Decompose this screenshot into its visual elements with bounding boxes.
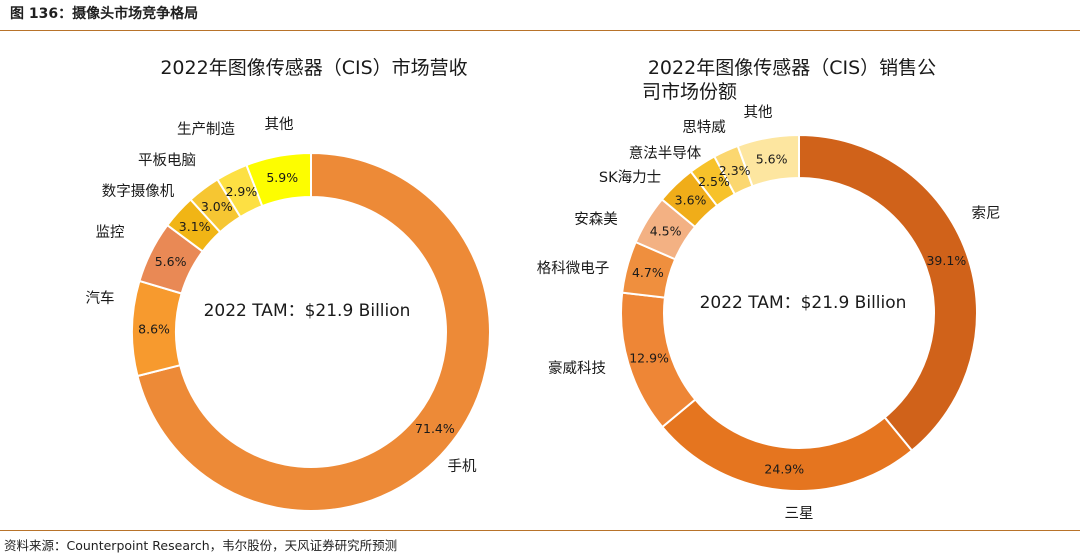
top-divider — [0, 30, 1080, 31]
slice-category-label: 豪威科技 — [548, 360, 606, 377]
slice-category-label: 思特威 — [682, 119, 726, 136]
slice-percent-label: 5.6% — [155, 254, 187, 269]
bottom-divider — [0, 530, 1080, 531]
slice-category-label: 生产制造 — [177, 121, 235, 138]
slice-category-label: 格科微电子 — [537, 260, 610, 277]
slice-percent-label: 24.9% — [764, 461, 804, 476]
slice-percent-label: 4.7% — [632, 265, 664, 280]
slice-category-label: 平板电脑 — [138, 151, 196, 169]
source-note: 资料来源：Counterpoint Research，韦尔股份，天风证券研究所预… — [4, 538, 398, 553]
donut-slice — [660, 398, 914, 492]
chart-title-vendor-share-line1: 2022年图像传感器（CIS）销售公 — [648, 57, 936, 79]
slice-percent-label: 2.3% — [719, 163, 751, 178]
donut-slice — [245, 151, 312, 208]
charts-canvas: 2022年图像传感器（CIS）市场营收 71.4% 手机 8.6% 汽车 5.6% 监控 3… — [86, 57, 1001, 522]
slice-percent-label: 2.5% — [698, 174, 730, 189]
figure-title: 图 136：摄像头市场竞争格局 — [10, 6, 199, 22]
slice-category-label: 安森美 — [574, 211, 618, 228]
slice-percent-label: 8.6% — [138, 321, 170, 336]
tam-center-text: 2022 TAM：$21.9 Billion — [204, 301, 411, 321]
slice-percent-label: 5.9% — [266, 170, 298, 185]
slice-category-label: SK海力士 — [599, 169, 661, 186]
donut-slice — [136, 151, 491, 512]
slice-percent-label: 12.9% — [629, 350, 669, 365]
slice-category-label: 其他 — [744, 104, 773, 121]
slice-percent-label: 5.6% — [756, 151, 788, 166]
slice-percent-label: 2.9% — [225, 184, 257, 199]
donut-chart-cis-revenue: 2022年图像传感器（CIS）市场营收 71.4% 手机 8.6% 汽车 5.6% 监控 3… — [86, 57, 491, 512]
slice-category-label: 手机 — [448, 458, 477, 475]
slice-category-label: 其他 — [265, 116, 294, 133]
slice-category-label: 监控 — [96, 224, 125, 241]
donut-chart-cis-vendor-share: 2022年图像传感器（CIS）销售公 司市场份额 39.1% 索尼 24.9% 三星 1… — [537, 57, 1001, 522]
donut-slice — [736, 133, 800, 188]
slice-percent-label: 39.1% — [926, 253, 966, 268]
slice-category-label: 数字摄像机 — [102, 183, 175, 200]
slice-category-label: 索尼 — [972, 205, 1001, 222]
slice-category-label: 意法半导体 — [629, 144, 702, 162]
slice-percent-label: 3.1% — [179, 219, 211, 234]
chart-title-cis-revenue: 2022年图像传感器（CIS）市场营收 — [160, 57, 467, 79]
chart-title-vendor-share-line2: 司市场份额 — [642, 81, 737, 103]
slice-percent-label: 71.4% — [415, 421, 455, 436]
donut-slice — [798, 133, 978, 452]
slice-category-label: 三星 — [785, 506, 814, 522]
slice-percent-label: 3.6% — [675, 193, 707, 208]
tam-center-text: 2022 TAM：$21.9 Billion — [700, 293, 907, 313]
slice-category-label: 汽车 — [86, 290, 115, 307]
slice-percent-label: 4.5% — [650, 224, 682, 239]
slice-percent-label: 3.0% — [201, 199, 233, 214]
